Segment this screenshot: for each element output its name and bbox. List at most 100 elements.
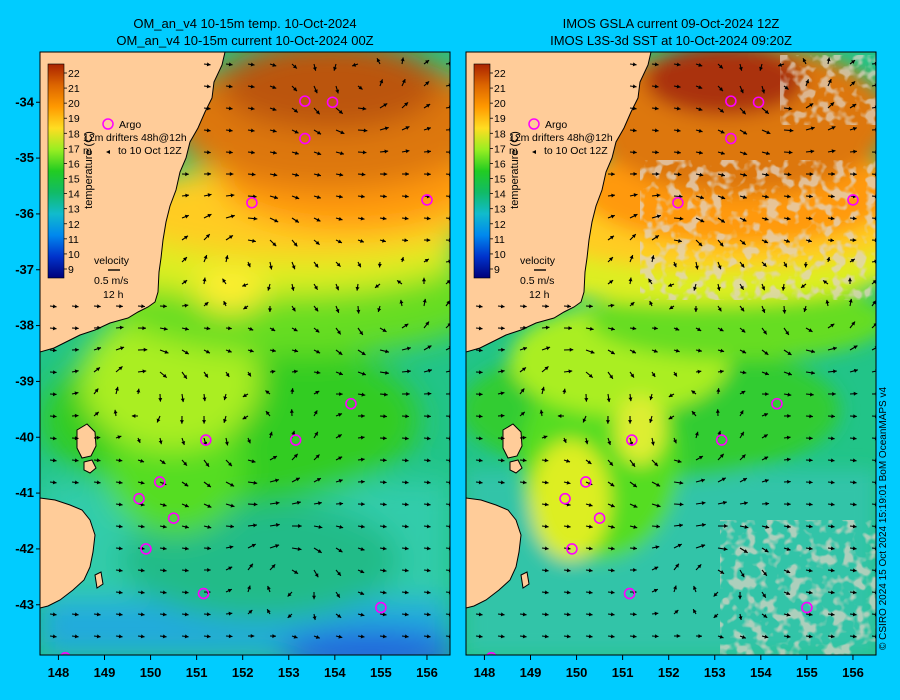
lon-tick-label: 156 [416, 665, 438, 680]
drifters-legend-line2: drifters 48h@12h [532, 132, 613, 144]
colorbar-ticks-left: 22 21 20 19 18 17 16 15 14 13 12 11 10 9 [64, 68, 80, 276]
lat-tick-label: -35 [15, 150, 34, 165]
argo-float-marker [771, 397, 783, 410]
argo-float-marker [623, 587, 636, 600]
lon-tick-label: 154 [750, 665, 772, 680]
right-title-line2: IMOS L3S-3d SST at 10-Oct-2024 09:20Z [550, 33, 792, 48]
argo-float-marker [801, 601, 813, 614]
lon-tick-label: 152 [658, 665, 680, 680]
argo-float-marker [289, 434, 302, 446]
argo-float-marker [345, 397, 357, 410]
colorbar-tick-label: 17 [68, 143, 80, 155]
argo-legend-label: Argo [545, 119, 567, 131]
credit-text: © CSIRO 2024 15 Oct 2024 15:19:01 BoM Oc… [878, 386, 889, 650]
colorbar-tick-label: 10 [68, 249, 80, 261]
argo-float-marker [133, 492, 145, 505]
colorbar-ticks-right: 22 21 20 19 18 17 16 15 14 13 12 11 10 9 [490, 68, 506, 276]
drifters-legend-line1: 12m [509, 132, 530, 144]
argo-float-marker [140, 543, 152, 555]
colorbar-tick-label: 11 [68, 234, 79, 246]
colorbar-tick-label: 15 [494, 174, 506, 186]
argo-markers-right [486, 95, 859, 655]
lon-tick-label: 150 [566, 665, 588, 680]
velocity-legend-speed: 0.5 m/s [520, 275, 554, 287]
argo-float-marker [197, 587, 210, 600]
latitude-axis-left: -34 -35 -36 -37 -38 -39 -40 -41 -42 -43 [15, 94, 40, 612]
lon-tick-label: 154 [324, 665, 346, 680]
colorbar-tick-label: 22 [68, 68, 80, 80]
colorbar-tick-label: 18 [494, 128, 506, 140]
drifters-legend-line4: to 10 Oct 12Z [544, 145, 608, 157]
tasmania-coast-right [466, 497, 522, 609]
lat-tick-label: -43 [15, 597, 34, 612]
lon-tick-label: 149 [520, 665, 542, 680]
flinders-island [76, 423, 97, 459]
lat-tick-label: -40 [15, 429, 34, 444]
argo-float-marker [200, 434, 212, 446]
argo-float-marker [167, 512, 180, 525]
colorbar-left: 22 21 20 19 18 17 16 15 14 13 12 11 10 9 temperature … [47, 63, 95, 279]
argo-float-marker [725, 132, 737, 145]
lon-tick-label: 153 [278, 665, 300, 680]
velocity-legend-time: 12 h [103, 289, 124, 301]
lat-tick-label: -37 [15, 262, 34, 277]
lat-tick-label: -34 [15, 94, 35, 109]
mainland-coast [40, 52, 226, 353]
argo-float-marker [299, 95, 311, 107]
left-map-panel [40, 52, 450, 655]
colorbar-tick-label: 19 [68, 113, 80, 125]
colorbar-right: 22 21 20 19 18 17 16 15 14 13 12 11 10 9 temperature … [473, 63, 521, 279]
tasmania-coast [40, 497, 96, 609]
argo-float-marker [593, 512, 606, 525]
colorbar-label-right: temperature (C) [509, 131, 521, 209]
mainland-coast-right [466, 52, 652, 353]
argo-legend-icon [528, 118, 540, 130]
colorbar-tick-label: 9 [494, 264, 500, 276]
argo-float-marker [559, 492, 571, 505]
lon-tick-label: 148 [474, 665, 496, 680]
drifter-arrow-icon [106, 150, 110, 154]
drifters-legend-line2: drifters 48h@12h [106, 132, 187, 144]
argo-markers-left [60, 95, 433, 655]
lon-tick-label: 149 [94, 665, 116, 680]
drifters-legend-line3: m [509, 145, 518, 157]
colorbar-tick-label: 10 [494, 249, 506, 261]
maria-island [94, 571, 104, 589]
velocity-legend-title: velocity [520, 255, 556, 267]
legend-right: Argo 12m drifters 48h@12h m to 10 Oct 12… [509, 118, 613, 301]
colorbar-tick-label: 19 [494, 113, 506, 125]
argo-float-marker [626, 434, 638, 446]
lat-tick-label: -42 [15, 541, 34, 556]
argo-float-marker [153, 476, 166, 488]
longitude-axis-right: 148 149 150 151 152 153 154 155 156 [474, 655, 864, 680]
colorbar-tick-label: 13 [68, 204, 80, 216]
cape-barren-island-right [509, 459, 523, 474]
velocity-legend-title: velocity [94, 255, 130, 267]
lat-tick-label: -41 [15, 485, 34, 500]
colorbar-tick-label: 20 [68, 98, 80, 110]
right-title-line1: IMOS GSLA current 09-Oct-2024 12Z [562, 16, 780, 31]
drifters-legend-line1: 12m [83, 132, 104, 144]
colorbar-tick-label: 17 [494, 143, 506, 155]
argo-legend-label: Argo [119, 119, 141, 131]
legend-left: Argo 12m drifters 48h@12h m to 10 Oct 12… [83, 118, 187, 301]
argo-legend-icon [102, 118, 114, 130]
drifter-arrow-icon [532, 150, 536, 154]
argo-float-marker [326, 96, 339, 109]
cape-barren-island [83, 459, 97, 474]
lat-tick-label: -39 [15, 373, 34, 388]
colorbar-tick-label: 20 [494, 98, 506, 110]
right-map-panel [466, 52, 876, 655]
lon-tick-label: 152 [232, 665, 254, 680]
drifters-legend-line3: m [83, 145, 92, 157]
colorbar-tick-label: 12 [494, 219, 506, 231]
lon-tick-label: 153 [704, 665, 726, 680]
left-title-line1: OM_an_v4 10-15m temp. 10-Oct-2024 [133, 16, 357, 31]
argo-float-marker [486, 651, 497, 655]
argo-float-marker [847, 194, 859, 206]
lon-tick-label: 150 [140, 665, 162, 680]
lat-tick-label: -36 [15, 206, 34, 221]
colorbar-tick-label: 14 [494, 189, 506, 201]
current-arrows-left [49, 57, 450, 639]
